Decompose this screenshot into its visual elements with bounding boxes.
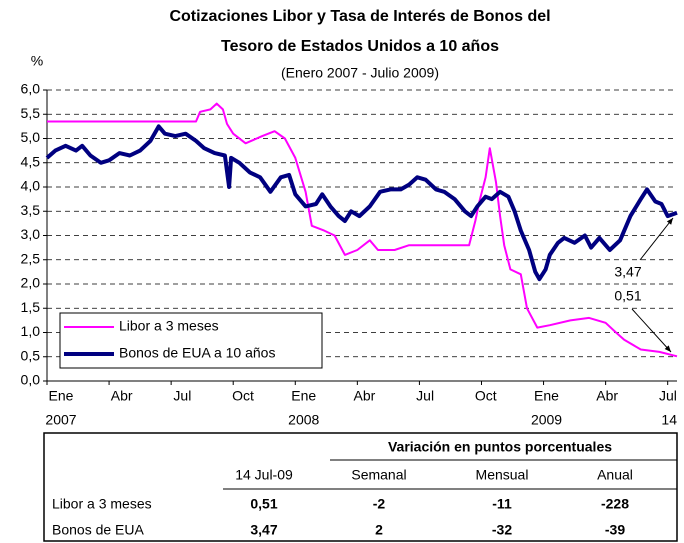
x-tick-label: Ene	[49, 388, 74, 404]
table-column-header: Anual	[597, 467, 633, 483]
y-tick-label: 4,5	[21, 153, 41, 169]
x-tick-label: Abr	[354, 388, 376, 404]
table-cell: -32	[492, 522, 512, 538]
y-tick-label: 1,0	[21, 323, 41, 339]
table-cell: 0,51	[250, 496, 277, 512]
annotation: 3,47	[614, 264, 641, 280]
x-year-label: 14	[661, 412, 677, 428]
y-tick-label: 0,0	[21, 372, 41, 388]
y-tick-label: 5,5	[21, 105, 41, 121]
legend-box	[59, 312, 323, 369]
chart-subtitle: (Enero 2007 - Julio 2009)	[281, 65, 439, 81]
table-column-header: Mensual	[476, 467, 529, 483]
table-cell: -2	[373, 496, 386, 512]
chart-title: Cotizaciones Libor y Tasa de Interés de …	[169, 8, 550, 25]
x-tick-label: Abr	[111, 388, 133, 404]
y-tick-label: 2,5	[21, 250, 41, 266]
x-tick-label: Jul	[659, 388, 677, 404]
annotation: 0,51	[614, 288, 641, 304]
table-border	[43, 432, 678, 542]
x-year-label: 2008	[288, 412, 319, 428]
table-column-header: 14 Jul-09	[235, 467, 293, 483]
table-group-header: Variación en puntos porcentuales	[388, 439, 612, 455]
x-tick-label: Ene	[291, 388, 316, 404]
y-tick-label: 0,5	[21, 347, 41, 363]
x-tick-label: Ene	[534, 388, 559, 404]
x-tick-label: Oct	[232, 388, 254, 404]
y-tick-label: 2,0	[21, 275, 41, 291]
legend-label: Bonos de EUA a 10 años	[119, 345, 275, 361]
y-tick-label: 3,5	[21, 202, 41, 218]
legend-label: Libor a 3 meses	[119, 318, 219, 334]
x-tick-label: Oct	[475, 388, 497, 404]
table-cell: -11	[492, 496, 512, 512]
x-tick-label: Jul	[416, 388, 434, 404]
series-line	[45, 124, 678, 282]
annotation-arrow	[631, 308, 672, 353]
table-cell: 2	[375, 522, 383, 538]
arrow-head	[666, 218, 673, 225]
x-year-label: 2007	[45, 412, 76, 428]
table-cell: -39	[605, 522, 625, 538]
table-row-header: Libor a 3 meses	[52, 496, 152, 512]
table-cell: -228	[601, 496, 629, 512]
chart-title: Tesoro de Estados Unidos a 10 años	[221, 38, 499, 55]
series-line	[47, 102, 678, 358]
y-tick-label: 3,0	[21, 226, 41, 242]
table-cell: 3,47	[250, 522, 277, 538]
y-tick-label: 4,0	[21, 178, 41, 194]
table-column-header: Semanal	[351, 467, 406, 483]
y-tick-label: 5,0	[21, 129, 41, 145]
y-axis-label: %	[31, 53, 43, 69]
arrow-head	[664, 345, 671, 352]
y-tick-label: 6,0	[21, 81, 41, 97]
x-year-label: 2009	[531, 412, 562, 428]
annotation-arrow	[639, 217, 674, 261]
x-tick-label: Jul	[173, 388, 191, 404]
table-row-header: Bonos de EUA	[52, 522, 144, 538]
x-tick-label: Abr	[596, 388, 618, 404]
y-tick-label: 1,5	[21, 299, 41, 315]
